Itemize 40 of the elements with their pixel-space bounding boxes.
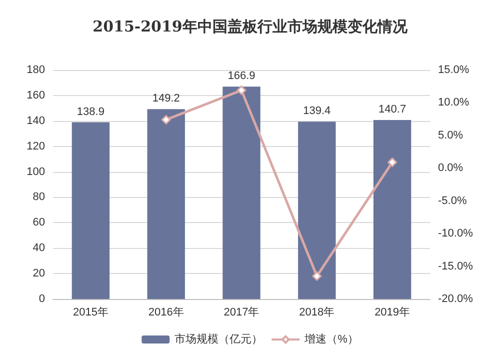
point [388, 158, 398, 168]
y-tick-label: 120 [26, 140, 45, 152]
y-tick-label: 40 [32, 242, 45, 254]
y2-tick-label: 10.0% [438, 96, 470, 109]
y-tick-label: 100 [26, 166, 45, 178]
y2-tick-label: 5.0% [438, 129, 464, 142]
bar [222, 86, 260, 299]
data-label: 166.9 [228, 70, 256, 82]
y-tick-label: 140 [26, 114, 45, 127]
x-tick-label: 2019年 [374, 306, 410, 318]
point [312, 271, 322, 281]
bar [72, 122, 110, 299]
bar [298, 122, 336, 299]
y-tick-label: 20 [32, 268, 45, 280]
legend-label: 市场规模（亿元） [174, 332, 263, 346]
y-tick-label: 60 [32, 216, 45, 229]
data-label: 149.2 [152, 92, 180, 105]
point [161, 114, 171, 124]
y-tick-label: 0 [38, 293, 45, 305]
data-label: 139.4 [303, 105, 331, 118]
x-tick-label: 2018年 [299, 306, 335, 318]
x-tick-label: 2015年 [72, 306, 108, 318]
x-tick-label: 2017年 [224, 306, 260, 318]
data-label: 138.9 [76, 106, 104, 118]
y-tick-label: 180 [26, 64, 45, 76]
bar [373, 120, 412, 299]
y2-tick-label: 0.0% [438, 162, 464, 174]
y2-tick-label: -20.0% [438, 293, 474, 305]
y2-tick-label: -5.0% [438, 194, 467, 207]
x-tick-label: 2016年 [148, 306, 184, 318]
y2-tick-label: -15.0% [438, 260, 474, 272]
data-label: 140.7 [378, 104, 406, 116]
point [236, 86, 246, 96]
y-tick-label: 80 [32, 191, 45, 204]
legend-label: 增速（%） [304, 332, 358, 346]
y-tick-label: 160 [26, 89, 45, 102]
chart-title: 2015-2019年中国盖板行业市场规模变化情况 [92, 18, 408, 36]
bar [147, 109, 185, 299]
y2-tick-label: -10.0% [438, 228, 474, 240]
y2-tick-label: 15.0% [438, 64, 470, 76]
